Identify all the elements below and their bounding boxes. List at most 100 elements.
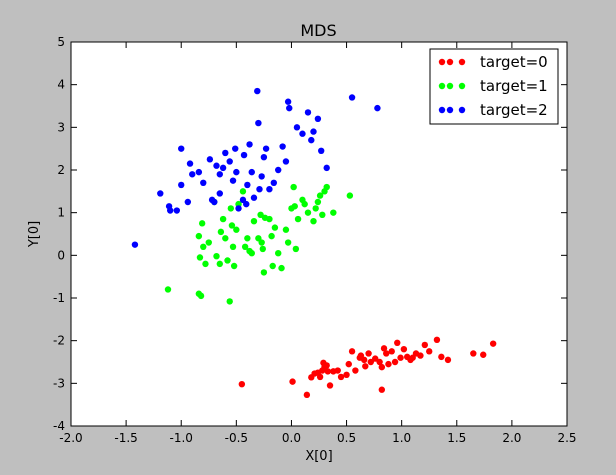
point-series-1 [244,235,251,242]
point-series-2 [293,124,301,131]
point-series-2 [216,171,223,178]
point-series-2 [173,207,181,214]
point-series-2 [167,207,174,214]
point-series-1 [278,264,285,272]
point-series-2 [222,149,229,157]
point-series-0 [378,363,386,371]
point-series-2 [244,181,251,189]
point-series-2 [323,164,330,172]
point-series-2 [279,143,286,150]
point-series-0 [470,350,477,357]
point-series-2 [286,104,293,112]
point-series-1 [229,243,237,250]
point-series-0 [444,356,452,364]
point-series-1 [200,243,207,250]
y-tick-label: -2 [53,334,65,348]
point-series-0 [385,360,392,368]
point-series-1 [219,215,227,223]
point-series-1 [226,298,233,305]
point-series-2 [216,190,223,197]
legend-marker [438,106,446,114]
point-series-2 [299,130,306,137]
y-tick-label: 3 [57,120,65,134]
point-series-1 [260,269,268,276]
point-series-0 [438,353,445,361]
point-series-0 [378,386,386,393]
point-series-1 [205,239,212,246]
point-series-2 [255,119,262,127]
point-series-2 [233,168,240,176]
point-series-2 [304,109,312,116]
point-series-0 [400,346,408,353]
point-series-0 [376,358,383,366]
x-axis-label: X[0] [305,449,332,464]
y-tick-label: 0 [57,248,65,262]
point-series-0 [372,355,379,362]
point-series-1 [269,262,276,270]
point-series-2 [131,241,139,248]
point-series-2 [229,177,237,184]
point-series-2 [240,151,248,159]
plot-frame [70,41,568,427]
point-series-1 [258,239,265,246]
x-tick-label: 1.5 [447,431,466,445]
x-tick-label: 2.0 [502,431,521,445]
point-series-2 [248,168,255,176]
point-series-2 [275,166,282,174]
point-series-1 [196,254,204,261]
point-series-0 [303,391,311,399]
legend-label: target=1 [480,77,548,95]
points-layer [131,87,497,399]
point-series-1 [316,192,324,199]
legend: target=0 target=1 target=2 [429,48,559,125]
point-series-1 [248,250,255,257]
legend-marker [438,58,446,66]
point-series-2 [250,194,258,201]
point-series-1 [301,200,308,208]
point-series-1 [291,203,298,210]
point-series-2 [314,115,322,123]
point-series-2 [243,200,250,208]
point-series-1 [197,292,205,300]
point-series-1 [312,205,319,212]
point-series-0 [426,348,433,355]
chart-title: MDS [300,21,336,40]
x-tick-label: -0.5 [225,431,248,445]
legend-marker [446,82,454,90]
legend-marker [446,58,454,66]
point-series-2 [266,186,273,193]
point-series-2 [262,145,270,152]
point-series-0 [362,363,369,370]
point-series-2 [178,145,185,152]
point-series-2 [374,104,381,112]
point-series-2 [213,162,220,169]
point-series-1 [271,224,279,231]
point-series-0 [397,354,404,361]
point-series-2 [232,145,239,152]
y-tick-label: -4 [53,419,65,433]
point-series-0 [433,336,441,344]
point-series-0 [352,367,359,374]
point-series-1 [228,222,236,229]
point-series-2 [310,128,317,135]
x-tick-label: 0.0 [282,431,301,445]
point-series-2 [308,136,315,144]
point-series-1 [266,215,273,223]
point-series-2 [282,158,290,165]
point-series-2 [178,181,185,189]
point-series-1 [292,245,300,253]
legend-label: target=0 [480,53,548,71]
point-series-0 [334,367,341,374]
point-series-1 [294,215,302,223]
x-tick-label: 1.0 [392,431,411,445]
point-series-1 [213,252,220,260]
point-series-2 [318,147,325,154]
point-series-1 [284,239,292,246]
y-axis-label: Y[0] [27,221,42,248]
point-series-0 [383,350,390,357]
y-tick-label: 5 [57,35,65,49]
point-series-1 [314,198,322,206]
y-tick-label: -1 [53,291,65,305]
